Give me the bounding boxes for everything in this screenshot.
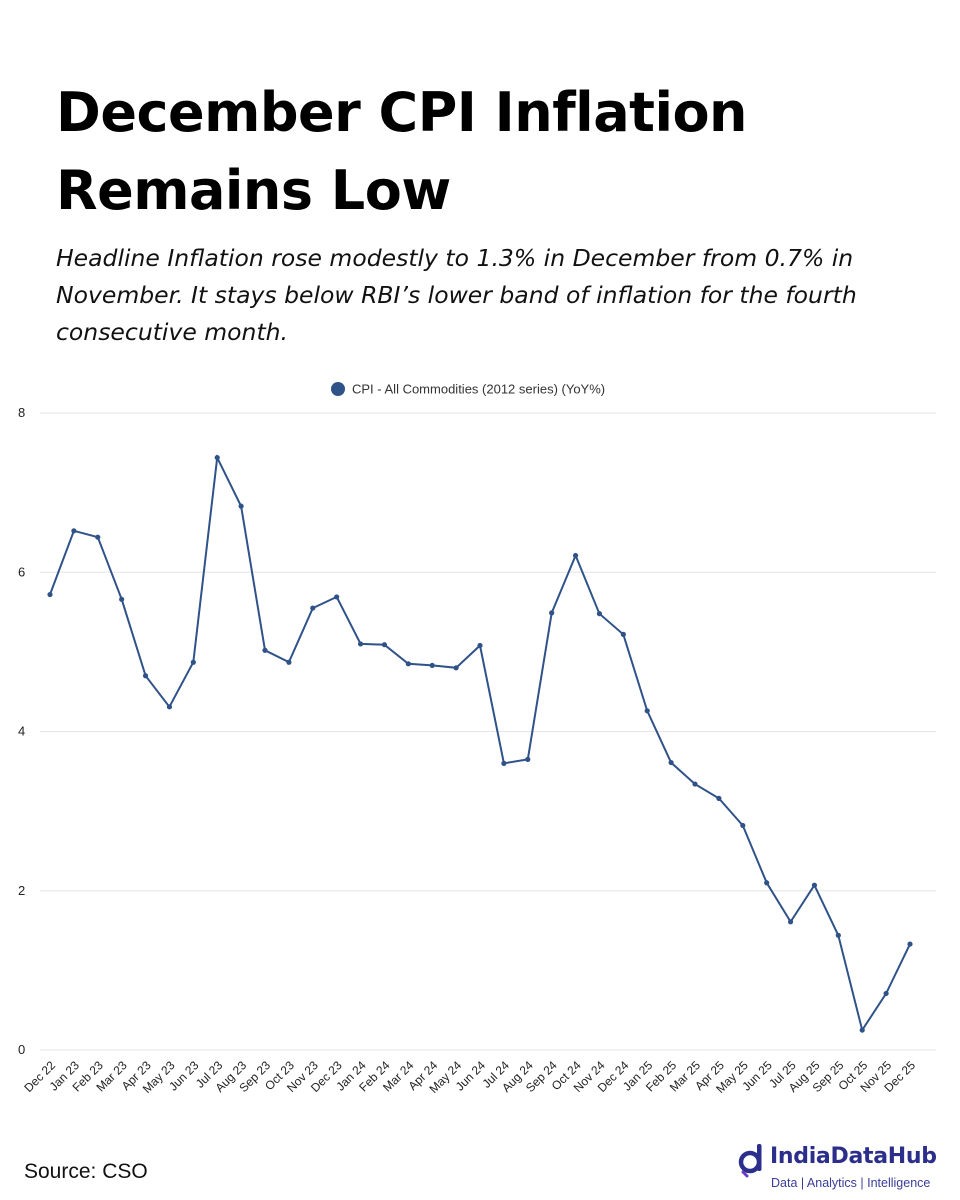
data-point[interactable] — [334, 594, 340, 600]
page-subtitle: Headline Inflation rose modestly to 1.3%… — [56, 244, 857, 346]
y-tick-label: 4 — [18, 724, 25, 739]
data-point[interactable] — [310, 605, 316, 611]
data-point[interactable] — [764, 880, 770, 886]
data-point[interactable] — [572, 552, 579, 559]
y-tick-label: 8 — [18, 405, 25, 420]
y-tick-label: 0 — [18, 1042, 25, 1057]
data-point[interactable] — [620, 631, 626, 637]
y-tick-label: 2 — [18, 883, 25, 898]
data-point[interactable] — [477, 642, 483, 649]
legend-label: CPI - All Commodities (2012 series) (YoY… — [352, 381, 605, 396]
data-point[interactable] — [142, 673, 149, 679]
data-point[interactable] — [381, 642, 388, 648]
page-title: December CPI Inflation Remains Low — [56, 81, 748, 222]
data-point[interactable] — [596, 611, 603, 617]
data-point[interactable] — [119, 596, 125, 602]
data-point[interactable] — [47, 591, 53, 598]
data-point[interactable] — [525, 756, 531, 762]
series-points — [47, 454, 913, 1033]
data-point[interactable] — [740, 822, 746, 829]
data-point[interactable] — [357, 641, 364, 647]
series-line — [49, 454, 911, 1033]
data-point[interactable] — [692, 781, 698, 787]
data-point[interactable] — [286, 659, 292, 665]
legend-marker — [331, 382, 345, 396]
chart-gridlines — [40, 412, 936, 1051]
brand-logo-icon — [738, 1144, 762, 1178]
data-point[interactable] — [214, 454, 220, 461]
y-axis-ticks: 0 2 4 6 8 — [18, 405, 25, 1057]
data-point[interactable] — [883, 990, 889, 997]
data-point[interactable] — [859, 1027, 865, 1033]
data-point[interactable] — [453, 665, 459, 671]
brand-tagline: Data | Analytics | Intelligence — [771, 1176, 931, 1190]
data-point[interactable] — [95, 534, 101, 540]
data-point[interactable] — [549, 610, 555, 616]
y-tick-label: 6 — [18, 564, 25, 579]
brand-logo: IndiaDataHub Data | Analytics | Intellig… — [738, 1140, 950, 1194]
data-point[interactable] — [835, 932, 841, 938]
data-point[interactable] — [644, 708, 650, 714]
brand-name: IndiaDataHub — [770, 1144, 937, 1169]
data-point[interactable] — [429, 662, 435, 669]
data-point[interactable] — [238, 503, 244, 509]
data-point[interactable] — [501, 760, 507, 766]
data-point[interactable] — [811, 882, 818, 888]
data-point[interactable] — [190, 659, 196, 665]
data-point[interactable] — [405, 661, 411, 667]
data-point[interactable] — [716, 795, 722, 801]
data-point[interactable] — [668, 759, 674, 766]
data-point[interactable] — [787, 919, 794, 925]
cpi-line-chart: CPI - All Commodities (2012 series) (YoY… — [18, 381, 936, 1096]
chart-legend[interactable]: CPI - All Commodities (2012 series) (YoY… — [331, 381, 605, 396]
data-point[interactable] — [907, 941, 913, 947]
data-point[interactable] — [166, 704, 173, 710]
data-point[interactable] — [262, 647, 268, 653]
data-point[interactable] — [71, 528, 77, 534]
source-note: Source: CSO — [24, 1160, 148, 1183]
